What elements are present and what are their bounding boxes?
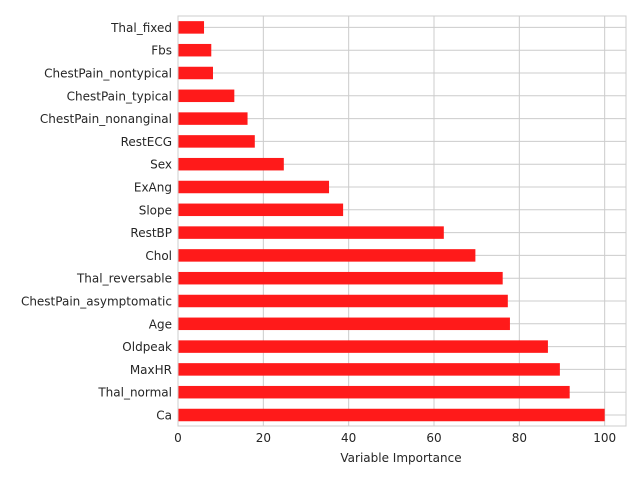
bar-chestpain-asymptomatic [178,294,508,308]
y-tick-label: ChestPain_nonanginal [40,112,172,126]
bar-chol [178,249,476,262]
x-axis-label: Variable Importance [340,451,461,465]
y-tick-label: ChestPain_asymptomatic [21,295,172,309]
y-tick-label: Thal_fixed [110,21,172,35]
y-tick-label: Fbs [151,44,172,58]
bar-chestpain-nontypical [178,66,213,80]
y-tick-label: ExAng [134,181,172,195]
bar-slope [178,203,344,217]
y-tick-label: Age [149,317,172,331]
bar-ca [178,408,605,422]
y-tick-labels: Ca Thal_normal MaxHR Oldpeak Age ChestPain_as… [21,21,172,423]
y-tick-label: MaxHR [130,363,172,377]
y-tick-label: Thal_normal [97,386,172,400]
y-tick-label: RestECG [121,135,172,149]
bar-oldpeak [178,340,548,353]
x-tick-label: 80 [512,431,527,445]
bar-chestpain-typical [178,89,235,103]
bars [178,21,605,422]
bar-restbp [178,226,444,239]
y-tick-label: Thal_reversable [76,272,172,286]
bar-age [178,317,510,331]
y-tick-label: Sex [150,158,172,172]
y-tick-label: ChestPain_typical [67,89,172,103]
bar-thal-normal [178,385,570,399]
bar-maxhr [178,363,560,376]
bar-chestpain-nonanginal [178,112,248,125]
bar-thal-fixed [178,21,205,34]
x-tick-label: 60 [426,431,441,445]
y-tick-label: ChestPain_nontypical [44,67,172,81]
x-tick-label: 100 [593,431,616,445]
y-tick-label: RestBP [130,226,172,240]
bar-sex [178,157,284,171]
y-tick-label: Ca [156,409,172,423]
y-tick-label: Oldpeak [122,340,172,354]
x-tick-label: 0 [174,431,182,445]
bar-thal-reversable [178,271,503,285]
bar-exang [178,180,330,194]
y-tick-label: Slope [139,203,172,217]
x-tick-labels: 0 20 40 60 80 100 [174,431,616,445]
x-tick-label: 40 [341,431,356,445]
plot-background [178,16,626,426]
x-tick-label: 20 [256,431,271,445]
plot-frame [177,15,627,427]
bar-restecg [178,135,255,148]
y-tick-label: Chol [145,249,172,263]
bar-fbs [178,43,212,57]
